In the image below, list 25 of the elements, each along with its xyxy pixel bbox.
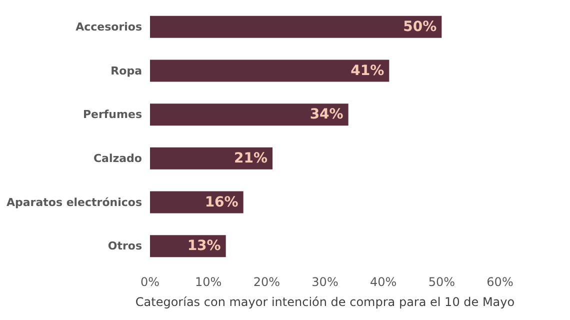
x-tick-label: 60% [486,275,514,289]
data-label: 13% [187,238,221,254]
data-label: 34% [310,106,344,123]
y-tick-label: Otros [108,240,142,253]
bar [150,16,442,38]
x-tick-label: 10% [194,275,222,289]
y-tick-label: Calzado [93,152,142,165]
x-tick-label: 40% [370,275,397,289]
y-tick-label: Aparatos electrónicos [6,196,142,209]
bar [150,147,272,170]
y-tick-label: Accesorios [76,20,142,34]
y-tick-label: Perfumes [82,108,142,122]
bar [150,104,348,126]
data-label: 21% [234,150,268,166]
x-tick-label: 50% [428,275,456,289]
bar [150,60,390,82]
data-label: 41% [350,62,384,79]
x-tick-label: 20% [253,275,280,289]
data-label: 50% [403,18,437,35]
data-label: 16% [204,194,238,210]
bar [150,191,244,214]
x-axis-title: Categorías con mayor intención de compra para el 10 de Mayo [135,295,515,309]
y-tick-label: Ropa [110,64,142,78]
x-tick-label: 30% [312,275,338,289]
x-tick-label: 0% [140,275,160,289]
